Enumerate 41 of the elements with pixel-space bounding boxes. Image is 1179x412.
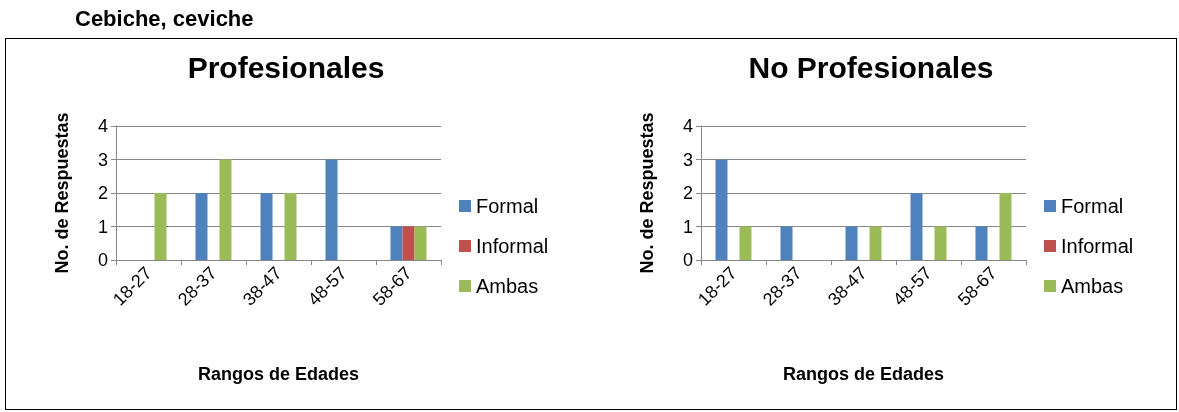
y-tick-label: 4 — [682, 116, 693, 136]
legend-label: Ambas — [476, 275, 539, 297]
bar — [910, 193, 923, 260]
bar — [780, 226, 793, 260]
bar — [715, 159, 728, 260]
bar — [219, 159, 232, 260]
text: Cebiche, ceviche — [75, 6, 254, 32]
y-tick-label: 4 — [97, 116, 108, 136]
y-tick-label: 0 — [97, 250, 108, 270]
legend-label: Informal — [476, 235, 549, 257]
legend-label: Formal — [476, 195, 539, 217]
y-tick-label: 1 — [97, 216, 108, 237]
bar — [195, 193, 208, 260]
x-axis-title: Rangos de Edades — [197, 364, 360, 384]
bar — [260, 193, 273, 260]
bar — [739, 226, 752, 260]
y-tick-label: 1 — [682, 216, 693, 237]
y-tick-label: 3 — [97, 149, 108, 170]
bar — [390, 226, 403, 260]
bar — [284, 193, 297, 260]
bar — [154, 193, 167, 260]
bar — [414, 226, 427, 260]
y-axis-title: No. de Respuestas — [637, 112, 657, 274]
legend-label: Ambas — [1061, 275, 1124, 297]
chart-title: No Profesionales — [748, 50, 994, 84]
y-tick-label: 0 — [682, 250, 693, 270]
bar — [975, 226, 988, 260]
bar — [325, 159, 338, 260]
y-tick-label: 2 — [682, 183, 693, 203]
bar — [845, 226, 858, 260]
y-tick-label: 2 — [97, 183, 108, 203]
x-axis-title: Rangos de Edades — [782, 364, 945, 384]
bar — [934, 226, 947, 260]
bar — [869, 226, 882, 260]
chart-title: Profesionales — [187, 50, 385, 84]
bar — [999, 193, 1012, 260]
bar — [402, 226, 415, 260]
legend-label: Formal — [1061, 195, 1124, 217]
y-tick-label: 3 — [682, 149, 693, 170]
y-axis-title: No. de Respuestas — [52, 112, 72, 274]
legend-label: Informal — [1061, 235, 1134, 257]
